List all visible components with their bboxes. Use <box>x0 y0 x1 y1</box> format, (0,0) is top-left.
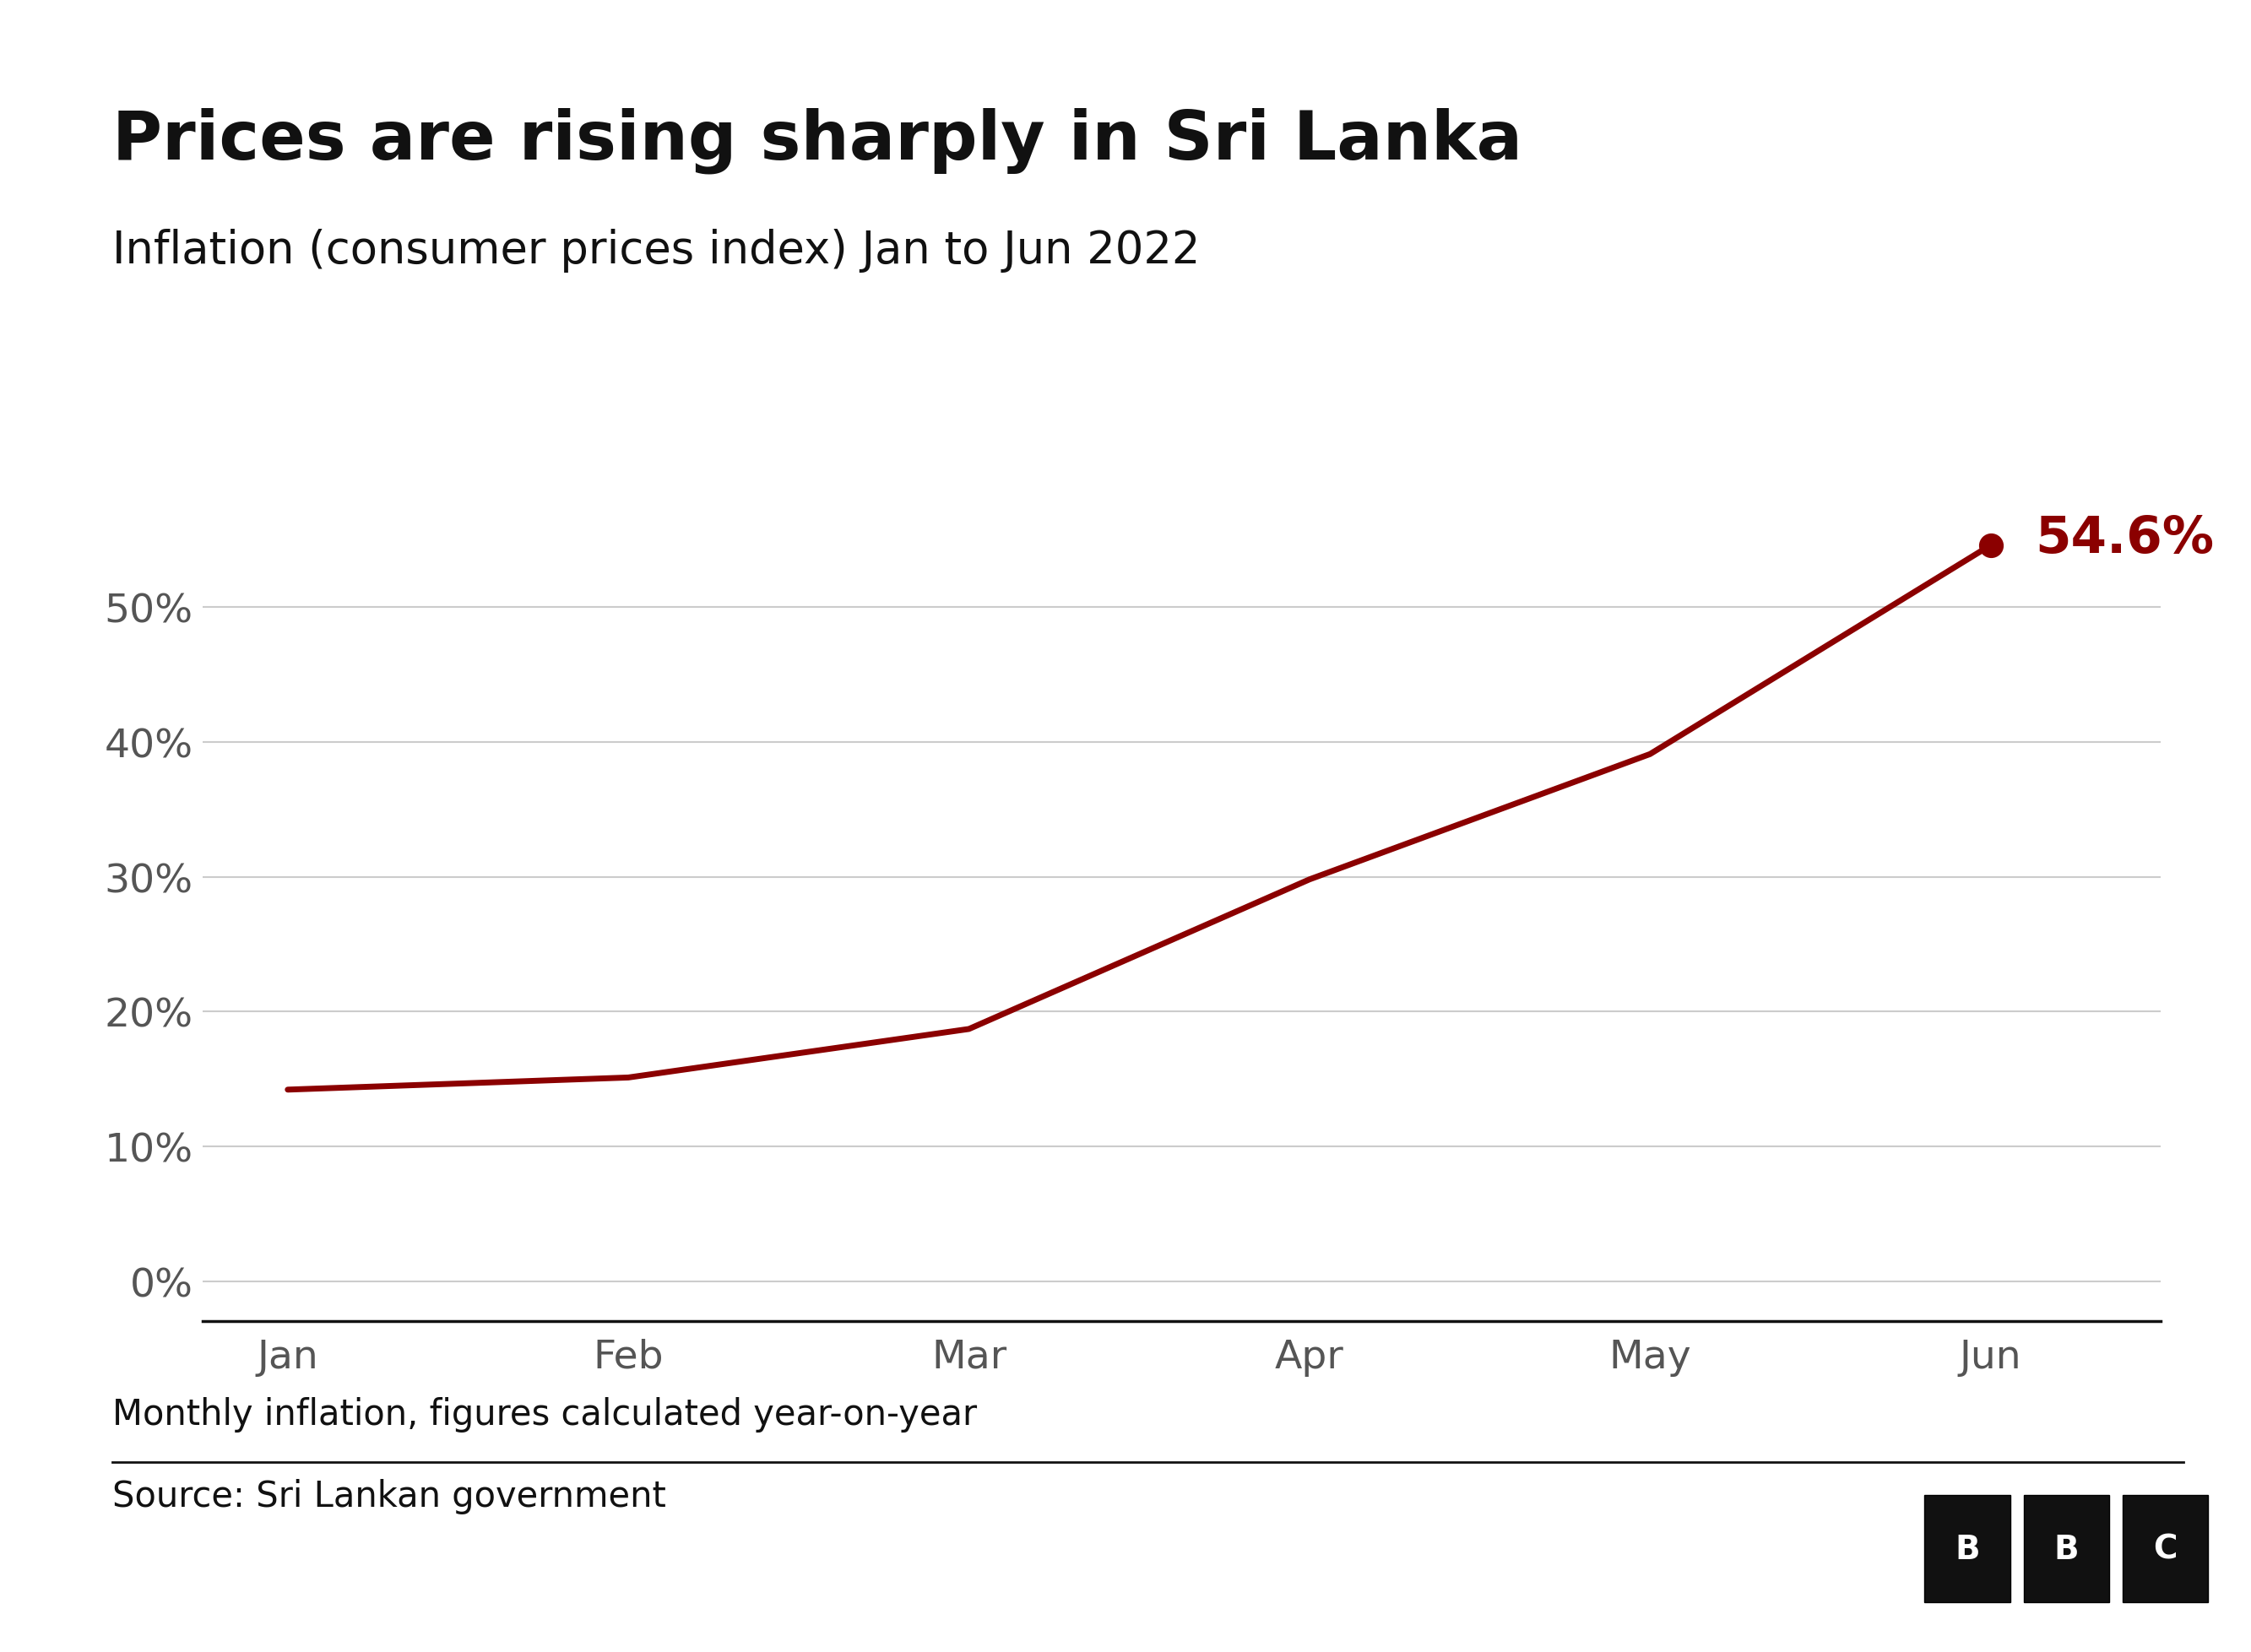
Text: Inflation (consumer prices index) Jan to Jun 2022: Inflation (consumer prices index) Jan to… <box>113 228 1200 273</box>
Text: Monthly inflation, figures calculated year-on-year: Monthly inflation, figures calculated ye… <box>113 1396 977 1431</box>
Text: C: C <box>2154 1533 2177 1564</box>
Text: B: B <box>1954 1533 1981 1564</box>
Text: Prices are rising sharply in Sri Lanka: Prices are rising sharply in Sri Lanka <box>113 107 1522 173</box>
Text: B: B <box>2053 1533 2080 1564</box>
Text: Source: Sri Lankan government: Source: Sri Lankan government <box>113 1479 666 1513</box>
Text: 54.6%: 54.6% <box>2035 514 2215 563</box>
